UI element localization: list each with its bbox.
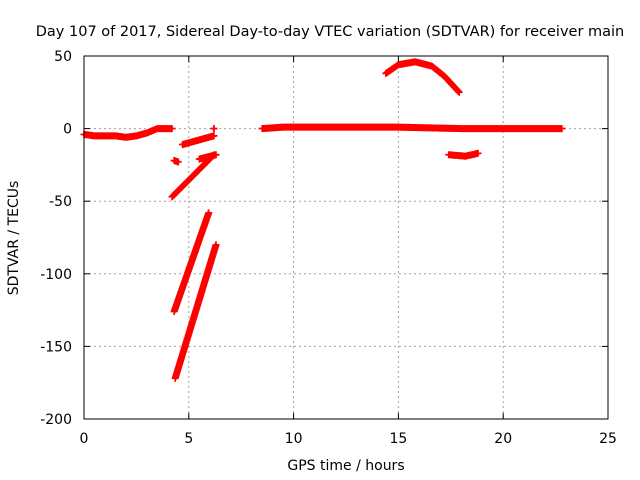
data-point (558, 125, 566, 133)
data-point (212, 151, 220, 159)
y-tick-label: -100 (40, 267, 72, 283)
grid-lines (84, 56, 608, 419)
x-tick-label: 0 (80, 431, 89, 447)
y-axis-label: SDTVAR / TECUs (6, 181, 22, 296)
chart-title: Day 107 of 2017, Sidereal Day-to-day VTE… (36, 24, 625, 40)
x-tick-label: 15 (389, 431, 407, 447)
data-point (210, 125, 218, 133)
y-tick-label: -150 (40, 339, 72, 355)
data-point (205, 209, 213, 217)
plot-frame (83, 55, 609, 420)
x-tick-label: 5 (184, 431, 193, 447)
x-axis-label: GPS time / hours (287, 458, 404, 474)
data-point (168, 125, 176, 133)
x-tick-label: 20 (494, 431, 512, 447)
x-tick-label: 25 (599, 431, 617, 447)
y-tick-label: -200 (40, 412, 72, 428)
y-tick-label: -50 (49, 194, 72, 210)
x-tick-label: 10 (285, 431, 303, 447)
y-tick-label: 50 (54, 49, 72, 65)
data-point (212, 241, 220, 249)
data-point (455, 88, 463, 96)
y-tick-label: 0 (63, 122, 72, 138)
data-point (174, 158, 182, 166)
data-point (210, 132, 218, 140)
data-series (80, 58, 566, 382)
data-point (474, 149, 482, 157)
axis-ticks: 0 5 10 15 20 25 -200 -150 -100 -50 0 50 (40, 49, 617, 447)
